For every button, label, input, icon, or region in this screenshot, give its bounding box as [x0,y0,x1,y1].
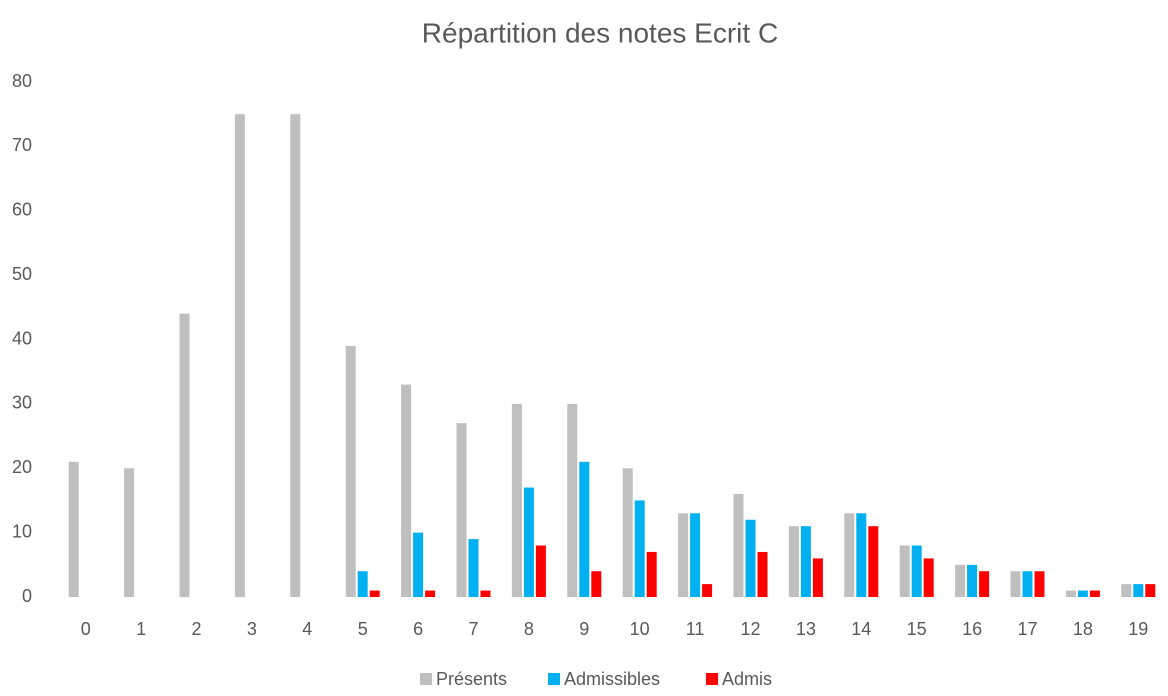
bar [955,564,966,597]
y-tick-label: 70 [12,135,32,155]
x-tick-label: 7 [468,619,478,639]
x-tick-label: 8 [524,619,534,639]
bar [702,584,713,597]
x-tick-label: 14 [851,619,871,639]
bar [511,403,522,597]
legend-label: Admis [722,669,772,689]
bar [535,545,546,597]
bar [68,461,79,597]
bar [690,513,701,597]
bar [1010,571,1021,597]
legend-label: Présents [436,669,507,689]
x-tick-label: 16 [962,619,982,639]
bar [579,461,590,597]
bar [622,468,633,597]
bar [234,114,245,597]
bar [290,114,301,597]
bar [923,558,934,597]
legend-swatch [420,673,432,685]
y-tick-label: 40 [12,328,32,348]
x-tick-label: 17 [1017,619,1037,639]
bar [401,384,412,597]
bar [480,590,491,597]
bar [345,345,356,597]
bar [979,571,990,597]
bar [868,526,879,597]
bar [1121,584,1132,597]
x-tick-label: 6 [413,619,423,639]
legend-swatch [706,673,718,685]
legend-label: Admissibles [564,669,660,689]
bar [1089,590,1100,597]
bar [591,571,602,597]
bar [523,487,534,597]
bar [967,564,978,597]
chart-title: Répartition des notes Ecrit C [422,17,778,48]
bar [899,545,910,597]
bar [745,519,756,597]
bar [844,513,855,597]
y-tick-label: 30 [12,393,32,413]
bar [634,500,645,597]
bar [800,526,811,597]
legend-swatch [548,673,560,685]
bar [567,403,578,597]
x-tick-label: 4 [302,619,312,639]
bar [357,571,368,597]
x-tick-label: 10 [630,619,650,639]
x-tick-label: 9 [579,619,589,639]
bar [733,494,744,597]
bar [1145,584,1156,597]
x-tick-label: 2 [191,619,201,639]
y-tick-label: 60 [12,200,32,220]
y-tick-label: 80 [12,71,32,91]
bar [413,532,424,597]
bar [124,468,135,597]
bar [646,551,657,597]
bar [1077,590,1088,597]
bar [788,526,799,597]
bar [856,513,867,597]
y-tick-label: 50 [12,264,32,284]
x-tick-label: 1 [136,619,146,639]
bar [1034,571,1045,597]
bar [425,590,436,597]
x-tick-label: 5 [358,619,368,639]
x-tick-label: 0 [81,619,91,639]
bar [1133,584,1144,597]
x-tick-label: 15 [907,619,927,639]
bar [1065,590,1076,597]
x-tick-label: 13 [796,619,816,639]
x-tick-label: 18 [1073,619,1093,639]
bar [369,590,380,597]
bar [911,545,922,597]
bar [757,551,768,597]
bar [179,313,190,597]
x-tick-label: 11 [686,619,705,639]
bar [812,558,823,597]
bar [1022,571,1033,597]
x-tick-label: 19 [1128,619,1148,639]
bar [678,513,689,597]
y-tick-label: 0 [22,586,32,606]
bar [456,423,467,597]
x-tick-label: 3 [247,619,257,639]
bar [468,539,479,597]
y-tick-label: 20 [12,457,32,477]
x-tick-label: 12 [740,619,760,639]
y-tick-label: 10 [12,521,32,541]
